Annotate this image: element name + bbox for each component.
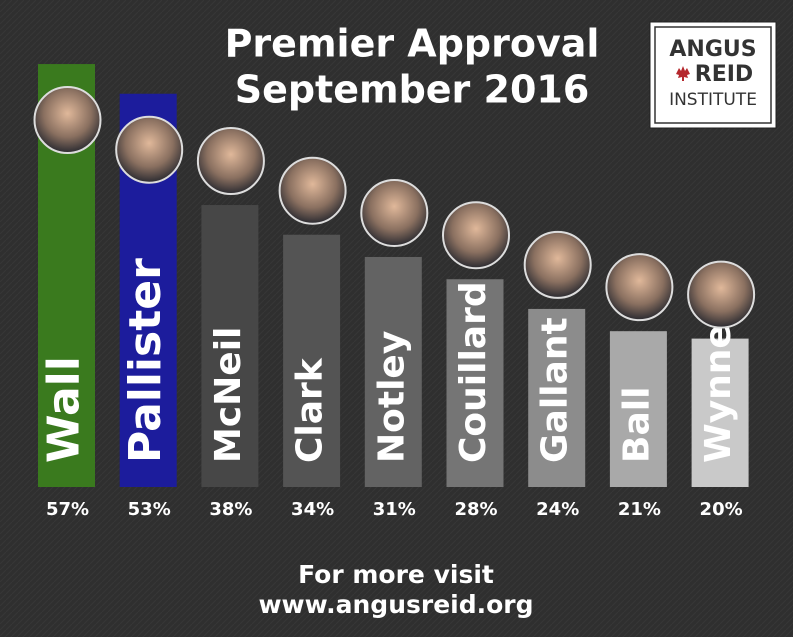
- value-label: 21%: [618, 499, 661, 520]
- value-label: 31%: [373, 499, 416, 520]
- value-label: 38%: [209, 499, 252, 520]
- bar-name: Notley: [371, 331, 412, 463]
- bar-name: Pallister: [120, 258, 171, 463]
- value-label: 34%: [291, 499, 334, 520]
- bar: [528, 308, 586, 487]
- value-label: 20%: [700, 499, 743, 520]
- logo-text: ANGUS: [669, 37, 756, 62]
- photo: [33, 86, 102, 155]
- photo: [442, 201, 510, 270]
- footer-text: www.angusreid.org: [258, 590, 533, 619]
- photo: [523, 230, 592, 299]
- photo: [687, 260, 756, 329]
- bar: [283, 234, 341, 487]
- bar-name: Ball: [616, 387, 657, 463]
- footer-text: For more visit: [298, 560, 494, 589]
- bar-name: Wynne: [698, 324, 739, 463]
- photo: [360, 178, 429, 247]
- value-label: 53%: [128, 499, 171, 520]
- bar-name: Gallant: [535, 317, 576, 463]
- bar: [446, 279, 504, 487]
- bar: [691, 338, 749, 487]
- photo: [196, 127, 265, 196]
- logo-text: INSTITUTE: [669, 90, 757, 110]
- photo: [605, 253, 674, 322]
- chart-title: Premier Approval: [225, 22, 600, 66]
- maple-leaf: [676, 66, 690, 81]
- logo: ANGUS REID INSTITUTE: [649, 21, 777, 129]
- bar: [201, 205, 259, 488]
- bar-name: Wall: [39, 356, 90, 463]
- logo-box: [649, 21, 777, 129]
- bar: [609, 331, 667, 487]
- bar: [364, 256, 422, 487]
- bar-name: McNeil: [208, 327, 249, 463]
- bar-name: Clark: [290, 357, 331, 463]
- value-label: 24%: [536, 499, 579, 520]
- logo-border: [654, 26, 772, 124]
- value-label: 28%: [454, 499, 497, 520]
- logo-text: REID: [695, 62, 753, 87]
- value-label: 57%: [46, 499, 89, 520]
- photo: [115, 115, 184, 184]
- photo: [278, 156, 347, 225]
- bar-name: Couillard: [453, 281, 494, 463]
- chart-subtitle: September 2016: [235, 68, 590, 112]
